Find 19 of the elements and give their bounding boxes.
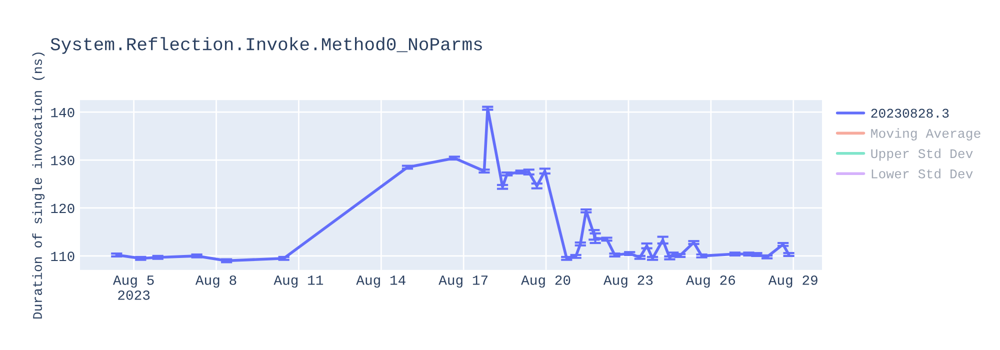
x-tick-label: Aug 8 — [195, 275, 236, 288]
y-tick-label: 140 — [51, 108, 74, 118]
legend-label: 20230828.3 — [871, 108, 949, 118]
y-tick-label: 110 — [51, 252, 74, 262]
y-tick-label: 130 — [51, 156, 74, 166]
x-tick-label: Aug 5 2023 — [112, 276, 154, 300]
x-tick-label: Aug 23 — [603, 275, 653, 288]
legend-label: Lower Std Dev — [872, 168, 973, 178]
chart-title: System.Reflection.Invoke.Method0_NoParms — [50, 37, 482, 54]
x-tick-label: Aug 14 — [356, 276, 406, 288]
x-tick-label: Aug 26 — [686, 275, 736, 288]
x-tick-label: Aug 11 — [274, 276, 324, 288]
legend-label: Moving Average — [871, 128, 980, 141]
x-tick-label: Aug 20 — [521, 275, 570, 288]
legend-label: Upper Std Dev — [871, 148, 973, 161]
x-tick-label: Aug 29 — [768, 275, 818, 288]
x-tick-label: Aug 17 — [438, 276, 488, 288]
y-axis-title: Duration of single invocation (ns) — [32, 52, 45, 319]
y-tick-label: 120 — [51, 204, 74, 214]
